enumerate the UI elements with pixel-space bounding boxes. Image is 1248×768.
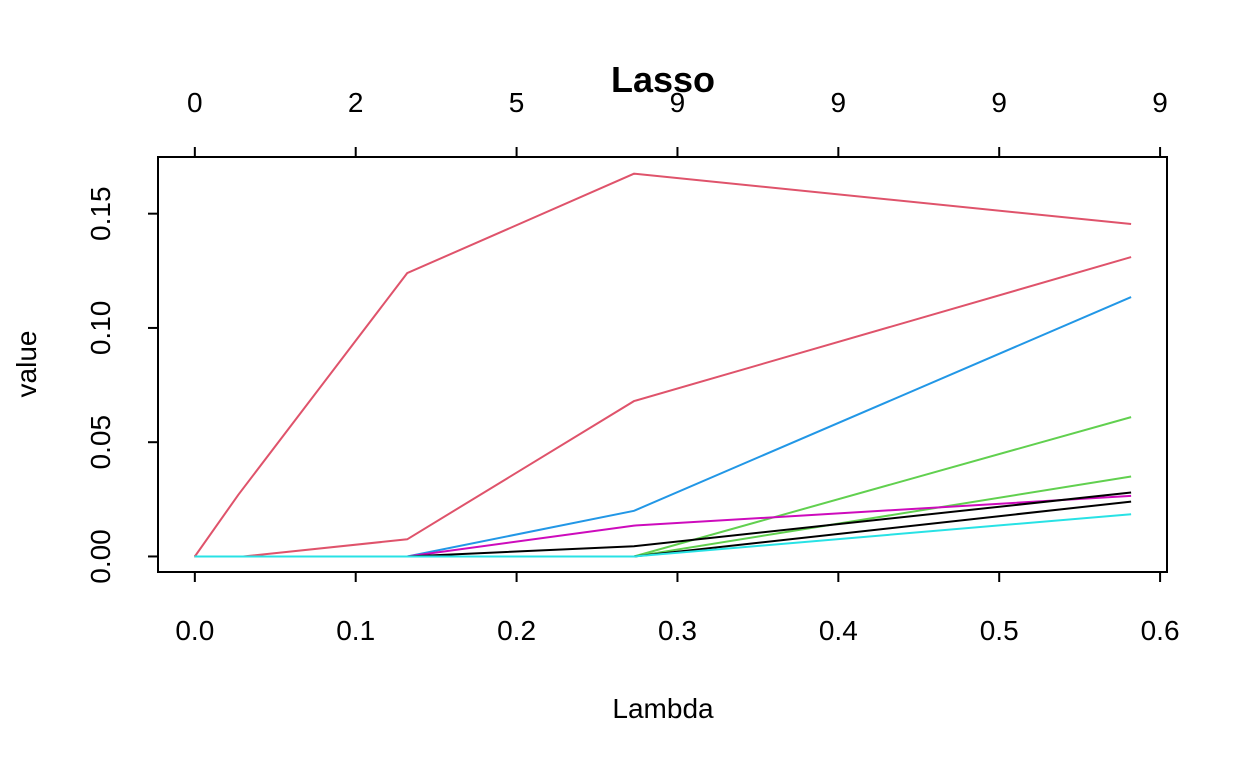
x-tick-label: 0.6 — [1141, 615, 1180, 646]
series-line-9 — [194, 513, 1132, 558]
x-tick-label: 0.5 — [980, 615, 1019, 646]
top-tick-label: 9 — [1152, 87, 1168, 118]
x-tick-label: 0.1 — [336, 615, 375, 646]
top-tick-label: 5 — [509, 87, 525, 118]
top-tick-label: 9 — [831, 87, 847, 118]
x-tick-label: 0.3 — [658, 615, 697, 646]
top-tick-label: 9 — [991, 87, 1007, 118]
y-tick-label: 0.05 — [85, 415, 116, 470]
y-tick-label: 0.15 — [85, 186, 116, 241]
top-tick-label: 2 — [348, 87, 364, 118]
series-line-1 — [193, 172, 1132, 558]
top-tick-label: 0 — [187, 87, 203, 118]
chart-title: Lasso — [611, 59, 715, 100]
x-axis: 0.0 0.1 0.2 0.3 0.4 0.5 0.6 — [175, 571, 1180, 646]
top-axis: 0 2 5 9 9 9 9 — [187, 87, 1168, 158]
y-axis: 0.00 0.05 0.10 0.15 — [85, 186, 159, 584]
series-layer — [193, 172, 1132, 558]
series-line-4 — [194, 416, 1132, 558]
x-tick-label: 0.2 — [497, 615, 536, 646]
x-tick-label: 0.0 — [175, 615, 214, 646]
top-tick-label: 9 — [670, 87, 686, 118]
y-axis-label: value — [11, 331, 42, 398]
x-axis-label: Lambda — [612, 693, 714, 724]
x-tick-label: 0.4 — [819, 615, 858, 646]
series-line-2 — [194, 256, 1132, 558]
y-tick-label: 0.00 — [85, 529, 116, 584]
y-tick-label: 0.10 — [85, 301, 116, 356]
plot-area-frame — [157, 156, 1168, 573]
